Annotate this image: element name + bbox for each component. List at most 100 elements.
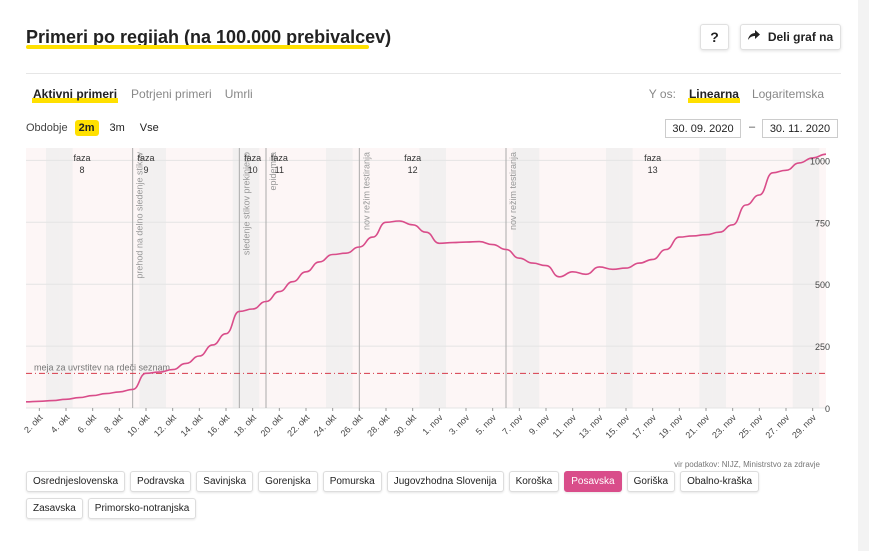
y-tick-label: 250 <box>815 342 830 352</box>
y-scale-linear[interactable]: Linearna <box>687 87 740 103</box>
x-tick-label: 23. nov <box>710 412 738 440</box>
weekend-band <box>619 148 633 408</box>
y-axis-label: Y os: <box>648 87 676 101</box>
region-jugovzhodna-slovenija[interactable]: Jugovzhodna Slovenija <box>386 471 504 492</box>
y-scale-log[interactable]: Logaritemska <box>751 87 824 101</box>
x-tick-label: 6. okt <box>75 412 98 435</box>
region-osrednjeslovenska[interactable]: Osrednjeslovenska <box>26 471 126 492</box>
date-to-input[interactable]: 30. 11. 2020 <box>762 119 838 138</box>
x-tick-label: 9. nov <box>527 412 552 437</box>
threshold-label: meja za uvrstitev na rdeči seznam <box>34 362 170 372</box>
period-all-button[interactable]: Vse <box>139 122 159 134</box>
region-posavska[interactable]: Posavska <box>564 471 622 492</box>
y-tick-label: 0 <box>825 404 830 414</box>
data-source: vir podatkov: NIJZ, Ministrstvo za zdrav… <box>674 460 820 469</box>
region-pomurska[interactable]: Pomurska <box>322 471 382 492</box>
region-koroska[interactable]: Koroška <box>508 471 560 492</box>
x-tick-label: 3. nov <box>447 412 472 437</box>
weekend-band <box>339 148 353 408</box>
phase-number: 11 <box>275 165 284 175</box>
weekend-band <box>606 148 620 408</box>
region-savinjska[interactable]: Savinjska <box>196 471 254 492</box>
region-primorsko-notranjska[interactable]: Primorsko-notranjska <box>87 498 197 519</box>
phase-number: 8 <box>79 165 84 175</box>
phase-number: 9 <box>143 165 148 175</box>
weekend-band <box>699 148 713 408</box>
y-tick-label: 1000 <box>810 156 830 166</box>
x-tick-label: 8. okt <box>102 412 125 435</box>
phase-number: 12 <box>408 165 418 175</box>
tab-umrli[interactable]: Umrli <box>224 87 253 101</box>
date-separator: – <box>749 121 756 133</box>
y-axis-scale: Y os: Linearna Logaritemska <box>649 87 824 103</box>
x-tick-label: 4. okt <box>49 412 72 435</box>
y-tick-label: 750 <box>815 218 830 228</box>
phase-label: faza <box>244 153 261 163</box>
phase-number: 13 <box>648 165 658 175</box>
weekend-band <box>419 148 433 408</box>
x-tick-label: 1. nov <box>420 412 445 437</box>
region-zasavska[interactable]: Zasavska <box>26 498 83 519</box>
x-tick-label: 16. okt <box>205 412 232 439</box>
x-tick-label: 11. nov <box>551 412 579 440</box>
x-tick-label: 26. okt <box>339 412 366 439</box>
event-label: epidemija <box>268 152 278 191</box>
y-tick-label: 500 <box>815 280 830 290</box>
period-3m-button[interactable]: 3m <box>109 122 125 134</box>
region-gorenjska[interactable]: Gorenjska <box>258 471 318 492</box>
weekend-band <box>526 148 540 408</box>
x-tick-label: 24. okt <box>312 412 339 439</box>
x-tick-label: 25. nov <box>737 412 765 440</box>
x-tick-label: 15. nov <box>603 412 631 440</box>
weekend-band <box>792 148 806 408</box>
phase-label: faza <box>137 153 154 163</box>
phase-number: 10 <box>248 165 258 175</box>
line-chart: prehod na delno sledenje stikov sledenje … <box>22 148 830 440</box>
share-button[interactable]: Deli graf na <box>740 24 841 50</box>
date-from-input[interactable]: 30. 09. 2020 <box>665 119 741 138</box>
period-selector: Obdobje 2m 3m Vse <box>26 120 163 136</box>
phase-label: faza <box>644 153 661 163</box>
page-title: Primeri po regijah (na 100.000 prebivalc… <box>26 27 392 47</box>
tab-potrjeni[interactable]: Potrjeni primeri <box>131 87 212 101</box>
region-goriska[interactable]: Goriška <box>626 471 676 492</box>
weekend-band <box>46 148 60 408</box>
period-label: Obdobje <box>26 122 68 134</box>
weekend-band <box>326 148 340 408</box>
series-line <box>25 153 827 403</box>
x-tick-label: 13. nov <box>577 412 605 440</box>
x-tick-label: 30. okt <box>392 412 419 439</box>
x-tick-label: 29. nov <box>790 412 818 440</box>
event-label: sledenje stikov prekinjeno <box>241 152 251 255</box>
x-tick-label: 19. nov <box>657 412 685 440</box>
x-tick-label: 28. okt <box>365 412 392 439</box>
data-tabs: Aktivni primeri Potrjeni primeri Umrli <box>32 87 253 103</box>
x-tick-label: 2. okt <box>22 412 45 435</box>
x-tick-label: 14. okt <box>179 412 206 439</box>
weekend-band <box>512 148 526 408</box>
period-2m-button[interactable]: 2m <box>74 120 99 136</box>
x-tick-label: 18. okt <box>232 412 259 439</box>
weekend-band <box>246 148 260 408</box>
share-icon <box>747 30 760 44</box>
x-tick-label: 21. nov <box>683 412 711 440</box>
region-podravska[interactable]: Podravska <box>130 471 192 492</box>
header-divider <box>26 73 841 74</box>
weekend-band <box>59 148 73 408</box>
x-tick-label: 12. okt <box>152 412 179 439</box>
x-tick-label: 22. okt <box>285 412 312 439</box>
weekend-band <box>806 148 820 408</box>
weekend-band <box>712 148 726 408</box>
weekend-band <box>139 148 153 408</box>
tab-aktivni[interactable]: Aktivni primeri <box>32 87 119 103</box>
weekend-band <box>152 148 166 408</box>
help-button[interactable]: ? <box>700 24 729 50</box>
x-tick-label: 27. nov <box>763 412 791 440</box>
weekend-band <box>432 148 446 408</box>
phase-label: faza <box>271 153 288 163</box>
phase-label: faza <box>73 153 90 163</box>
event-label: nov režim testiranja <box>508 152 518 230</box>
region-obalno-kraska[interactable]: Obalno-kraška <box>680 471 760 492</box>
event-label: nov režim testiranja <box>361 152 371 230</box>
